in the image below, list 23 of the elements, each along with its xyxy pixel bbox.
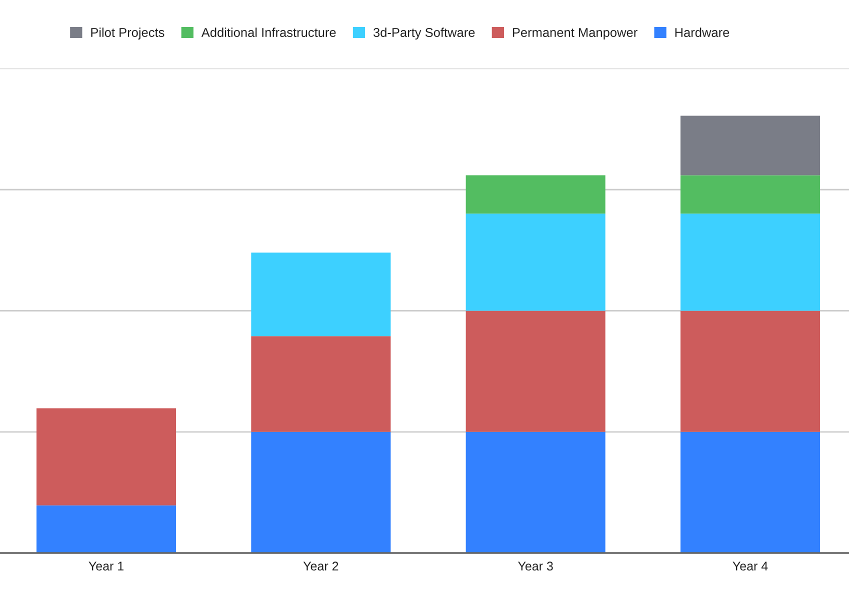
legend-label: 3d-Party Software <box>373 28 475 40</box>
bar <box>36 505 176 554</box>
bar <box>251 252 391 336</box>
x-tick-label: Year 1 <box>88 562 124 571</box>
bar <box>466 310 606 432</box>
legend-label: Hardware <box>675 28 730 38</box>
bar <box>251 432 391 554</box>
bar <box>680 175 820 214</box>
legend-label: Permanent Manpower <box>512 28 638 40</box>
bar <box>466 175 606 214</box>
x-tick-label: Year 2 <box>303 562 338 571</box>
bar <box>680 432 820 554</box>
bar <box>36 408 176 506</box>
bar <box>251 336 391 432</box>
x-tick-label: Year 3 <box>518 562 553 571</box>
bar <box>680 214 820 311</box>
bar <box>466 432 606 554</box>
bar <box>680 310 820 432</box>
bar <box>680 116 820 176</box>
legend-label: Additional Infrastructure <box>201 28 336 38</box>
legend-label: Pilot Projects <box>91 28 164 40</box>
bar <box>466 214 606 311</box>
x-tick-label: Year 4 <box>732 562 768 571</box>
